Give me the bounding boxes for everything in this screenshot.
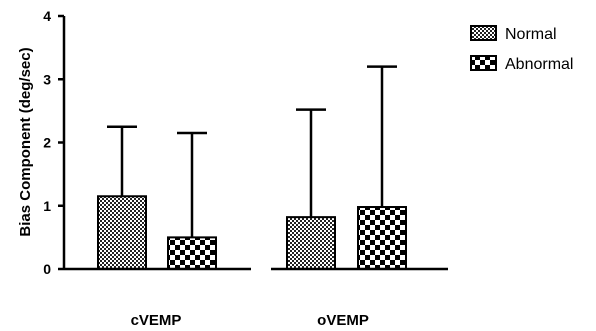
y-tick-label: 1 — [43, 198, 51, 214]
y-tick-label: 2 — [43, 135, 51, 151]
bar-normal-cvemp — [97, 195, 147, 270]
legend-label: Normal — [505, 26, 557, 43]
x-category-label: oVEMP — [317, 312, 369, 329]
x-axis-labels: cVEMP oVEMP — [131, 312, 369, 329]
error-bars-group — [107, 65, 397, 238]
x-category-label: cVEMP — [131, 312, 182, 329]
legend-label: Abnormal — [505, 56, 573, 73]
y-tick-label: 4 — [43, 8, 51, 24]
y-axis-title: Bias Component (deg/sec) — [17, 47, 34, 236]
y-axis-ticks: 0 1 2 3 4 — [43, 8, 64, 277]
y-tick-label: 0 — [43, 261, 51, 277]
y-tick-label: 3 — [43, 71, 51, 87]
legend: Normal Abnormal — [470, 25, 573, 73]
bars-group — [97, 195, 407, 270]
bar-abnormal-ovemp — [357, 206, 407, 270]
legend-swatch-abnormal — [470, 55, 497, 71]
legend-swatch-normal — [470, 25, 497, 41]
bar-abnormal-cvemp — [167, 236, 217, 270]
bar-normal-ovemp — [286, 216, 336, 270]
